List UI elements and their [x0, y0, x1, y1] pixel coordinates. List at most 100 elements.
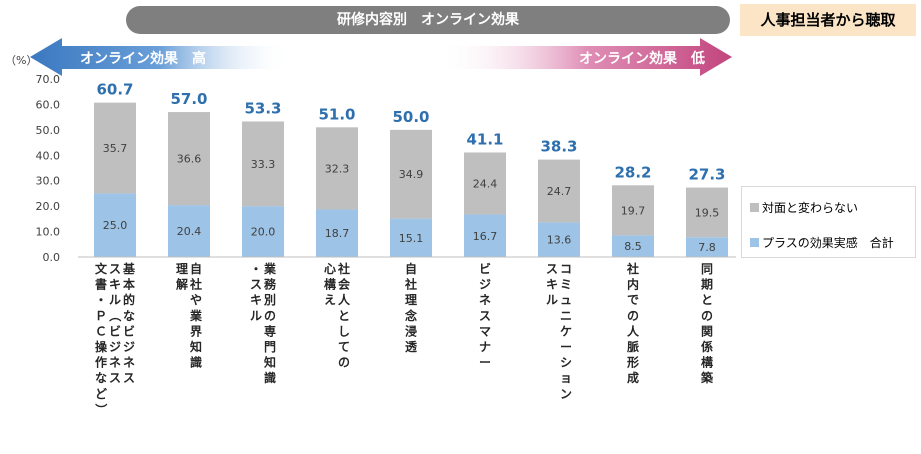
bar-same-as-inperson: [242, 121, 284, 207]
total-label: 51.0: [318, 105, 355, 123]
category-label-char: 識: [264, 370, 276, 385]
category-label-char: 文: [95, 261, 108, 276]
bar-plus-effect: [390, 218, 432, 257]
category-label-char: 念: [405, 308, 417, 323]
data-label-plus: 20.4: [177, 225, 202, 238]
category-label-char: ビ: [109, 323, 121, 338]
category-label-char: キ: [250, 293, 262, 307]
category-label-char: な: [95, 371, 107, 385]
y-tick-label: 50.0: [36, 124, 61, 137]
bar-same-as-inperson: [168, 112, 210, 206]
bar-same-as-inperson: [538, 159, 580, 223]
y-tick-label: 0.0: [43, 251, 61, 264]
category-label-char: ニ: [560, 309, 572, 323]
y-tick-label: 20.0: [36, 200, 61, 213]
bar-plus-effect: [168, 205, 210, 257]
chart-title: 研修内容別 オンライン効果: [126, 6, 730, 34]
legend: 対面と変わらない プラスの効果実感 合計: [741, 186, 916, 258]
bar-series: 25.0 35.7 20.4 36.6 20.0 33.3 18.7 32.3 15.1 34.9…: [94, 102, 728, 257]
total-labels: 60.7 57.0 53.3 51.0 50.0 41.1 38.3 28.2 27.3: [96, 81, 725, 184]
data-label-same: 24.7: [547, 185, 572, 198]
category-label-char: ス: [250, 278, 262, 292]
total-label: 60.7: [96, 81, 133, 99]
data-label-same: 19.7: [621, 204, 646, 217]
category-label-char: ジ: [479, 278, 491, 292]
category-label-char: 基: [122, 261, 136, 276]
category-label-char: ー: [560, 340, 572, 354]
category-label-char: 社: [626, 261, 639, 276]
category-label-char: ビ: [479, 261, 491, 276]
total-label: 27.3: [688, 166, 725, 184]
category-label-char: （: [108, 310, 123, 322]
bar-plus-effect: [94, 193, 136, 257]
category-label-char: 自: [405, 261, 417, 276]
category-label-char: 理: [405, 293, 417, 307]
category-label-char: ネ: [479, 293, 491, 307]
legend-label-same: 対面と変わらない: [762, 201, 859, 215]
data-label-same: 32.3: [325, 162, 350, 175]
category-label-char: し: [338, 324, 350, 338]
data-label-plus: 13.6: [547, 234, 572, 247]
source-label: 人事担当者から聴取: [740, 4, 916, 36]
total-label: 53.3: [244, 99, 281, 117]
category-label-char: ジ: [109, 340, 121, 354]
bar-plus-effect: [316, 209, 358, 257]
category-label-char: ネ: [123, 356, 135, 370]
total-label: 28.2: [614, 163, 651, 181]
legend-label-total: 合計: [869, 236, 894, 250]
bar-plus-effect: [538, 222, 580, 257]
category-label-char: 業: [263, 261, 277, 276]
category-label-char: の: [701, 309, 713, 323]
data-label-plus: 25.0: [103, 219, 128, 232]
category-label-char: Ｐ: [95, 309, 107, 323]
category-label-char: ・: [250, 262, 262, 276]
category-label-char: 透: [405, 340, 418, 354]
category-label-char: 理: [176, 262, 188, 276]
category-label-char: の: [264, 309, 276, 323]
category-label-char: 自: [190, 261, 202, 276]
y-tick-label: 70.0: [36, 73, 61, 86]
y-tick-label: 40.0: [36, 149, 61, 162]
category-label-char: 作: [95, 355, 107, 370]
effect-banner-high: オンライン効果 高: [30, 38, 290, 76]
total-label: 41.1: [466, 130, 503, 148]
category-label-char: 操: [95, 339, 108, 354]
category-label-char: 知: [263, 355, 276, 370]
category-label-char: マ: [479, 324, 491, 338]
category-label-char: 会: [338, 277, 351, 292]
banner-high-label: オンライン効果 高: [80, 50, 206, 67]
category-label-char: 本: [123, 277, 135, 292]
category-label-char: ・: [95, 293, 107, 307]
category-label-char: 社: [189, 277, 202, 292]
bar-plus-effect: [242, 206, 284, 257]
category-label-char: ュ: [560, 293, 572, 307]
data-label-same: 35.7: [103, 142, 128, 155]
category-label-char: ス: [479, 309, 491, 323]
bar-plus-effect: [464, 214, 506, 257]
data-label-plus: 8.5: [624, 240, 642, 253]
category-label-char: 同: [701, 262, 713, 276]
legend-swatch-plus: [750, 238, 759, 247]
category-labels: 基本的なビジネススキル（ビジネス文書・ＰＣ操作など）自社や業界知識理解業務別の専…: [94, 261, 714, 415]
category-label-char: 内: [627, 277, 639, 292]
category-label-char: て: [338, 340, 350, 354]
category-label-char: コ: [560, 262, 572, 276]
category-label-char: 的: [123, 292, 135, 307]
legend-item-same: 対面と変わらない: [750, 199, 858, 216]
category-label-char: の: [338, 356, 350, 370]
bar-plus-effect: [686, 237, 728, 257]
y-axis-unit-label: （%）: [5, 54, 37, 67]
category-label-char: キ: [109, 278, 121, 292]
y-tick-label: 10.0: [36, 226, 61, 239]
category-label-char: ネ: [109, 356, 121, 370]
category-label-char: 解: [176, 277, 188, 292]
category-label-char: と: [701, 293, 713, 307]
data-label-plus: 20.0: [251, 226, 276, 239]
category-label-char: え: [324, 293, 336, 307]
data-label-same: 19.5: [695, 206, 720, 219]
legend-label-plus: プラスの効果実感: [762, 236, 858, 250]
data-label-plus: 16.7: [473, 230, 498, 243]
category-label-char: シ: [560, 356, 572, 370]
left-arrow-icon: [30, 38, 290, 76]
